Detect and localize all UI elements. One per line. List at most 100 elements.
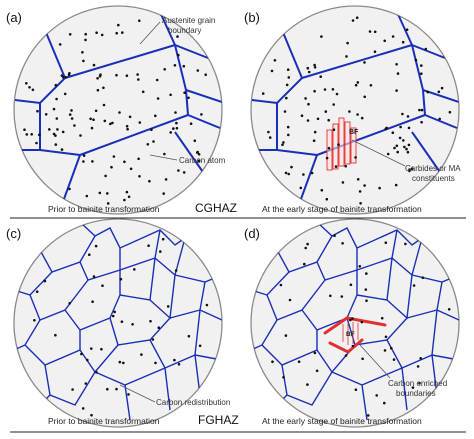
carbon-atom <box>98 191 102 195</box>
carbon-atom <box>151 338 155 341</box>
carbon-atom <box>302 173 305 176</box>
carbon-atom <box>33 319 36 322</box>
carbon-atom <box>392 358 396 361</box>
carbon-atom <box>307 70 311 74</box>
bf-region <box>342 322 359 345</box>
carbon-atom <box>286 125 290 129</box>
carbon-atom <box>363 61 366 64</box>
carbon-atom <box>348 110 351 113</box>
carbon-atom <box>411 386 415 389</box>
carbon-atom <box>313 63 316 67</box>
carbon-atom <box>390 346 393 350</box>
carbon-atom <box>119 277 123 281</box>
carbon-atom <box>35 141 38 145</box>
carbon-atom <box>141 90 145 94</box>
carbon-atom <box>345 55 348 58</box>
carbon-atom <box>424 47 428 51</box>
carbon-atom <box>54 333 57 337</box>
carbon-atom <box>391 35 395 38</box>
bainitic-ferrite-laths <box>326 117 357 171</box>
carbon-atom <box>70 109 73 112</box>
carbon-atom <box>406 115 410 118</box>
carbon-atom <box>164 178 168 181</box>
carbon-atom <box>174 269 178 272</box>
carbon-atom <box>84 32 87 36</box>
carbon-atom <box>386 152 390 156</box>
carbon-atom <box>332 128 336 131</box>
carbon-atom <box>96 77 99 80</box>
carbon-atom <box>288 298 292 302</box>
carbon-atom <box>365 299 368 303</box>
carbon-atom <box>117 23 120 27</box>
carbon-atom <box>25 133 29 136</box>
carbon-atom <box>355 16 359 20</box>
carbon-atom <box>100 347 103 351</box>
carbon-atom <box>410 167 414 171</box>
carbon-atom <box>287 172 291 176</box>
carbon-atom <box>110 165 113 169</box>
carbon-atom <box>335 92 339 96</box>
carbon-atom <box>361 357 364 361</box>
carbon-atom <box>113 310 116 314</box>
callout-carbides: Carbides or MA constituents <box>405 164 461 183</box>
carbon-atom <box>324 110 328 113</box>
carbon-atoms <box>33 237 209 417</box>
carbon-atom <box>43 279 47 283</box>
carbon-atom <box>54 134 57 137</box>
carbon-atom <box>30 133 33 136</box>
panel-caption: Prior to bainite transformation <box>48 416 160 426</box>
carbon-atom <box>122 361 125 365</box>
carbon-atom <box>38 133 41 137</box>
carbon-atom <box>64 75 68 79</box>
carbon-atom <box>290 165 293 169</box>
carbon-enriched-boundaries <box>323 316 387 354</box>
carbon-atom <box>140 353 143 356</box>
carbon-atom <box>282 141 285 144</box>
panel-c: (c) Carbon redistribution Prior to baini… <box>6 218 230 428</box>
carbon-atom <box>405 147 408 151</box>
carbon-atom <box>182 171 186 174</box>
carbon-atom <box>418 381 421 385</box>
carbon-atom <box>131 323 134 326</box>
carbon-atom <box>306 242 309 246</box>
carbon-atom <box>92 275 96 278</box>
carbon-atom <box>109 122 112 126</box>
callout-line <box>119 384 156 403</box>
carbon-atom <box>95 31 98 34</box>
carbon-atom <box>344 354 348 357</box>
panel-a: (a) Austenite grain boundary Carbon atom … <box>6 5 226 215</box>
carbon-atom <box>92 118 95 121</box>
carbon-atom <box>173 358 176 362</box>
carbon-atom <box>405 28 409 32</box>
callout-line <box>351 139 406 167</box>
carbon-atom <box>174 111 177 114</box>
carbon-atom <box>118 360 122 364</box>
carbon-atom <box>204 73 207 76</box>
carbon-atom <box>196 69 200 72</box>
carbon-atom <box>44 113 48 116</box>
carbon-atom <box>420 120 423 124</box>
carbon-atom <box>88 253 91 256</box>
carbon-atom <box>68 113 72 116</box>
carbon-atom <box>356 81 360 84</box>
carbon-atom <box>331 88 335 91</box>
carbon-atom <box>395 89 398 92</box>
carbon-atom <box>349 318 352 322</box>
carbon-atom <box>104 174 107 178</box>
carbon-atom <box>332 103 336 106</box>
carbon-atom <box>287 133 290 137</box>
carbon-atom <box>193 139 197 142</box>
carbon-atom <box>91 300 94 304</box>
carbon-atom <box>341 181 345 184</box>
carbon-atom <box>300 114 304 117</box>
carbon-atom <box>84 38 87 42</box>
carbon-atom <box>138 121 142 124</box>
carbon-atom <box>166 305 170 308</box>
carbon-atom <box>267 130 270 134</box>
carbon-atom <box>90 413 93 417</box>
carbon-atom <box>406 150 410 154</box>
callout-line <box>139 21 161 45</box>
carbon-atom <box>125 190 129 194</box>
carbon-atom <box>111 121 114 125</box>
carbon-atom <box>138 175 141 178</box>
